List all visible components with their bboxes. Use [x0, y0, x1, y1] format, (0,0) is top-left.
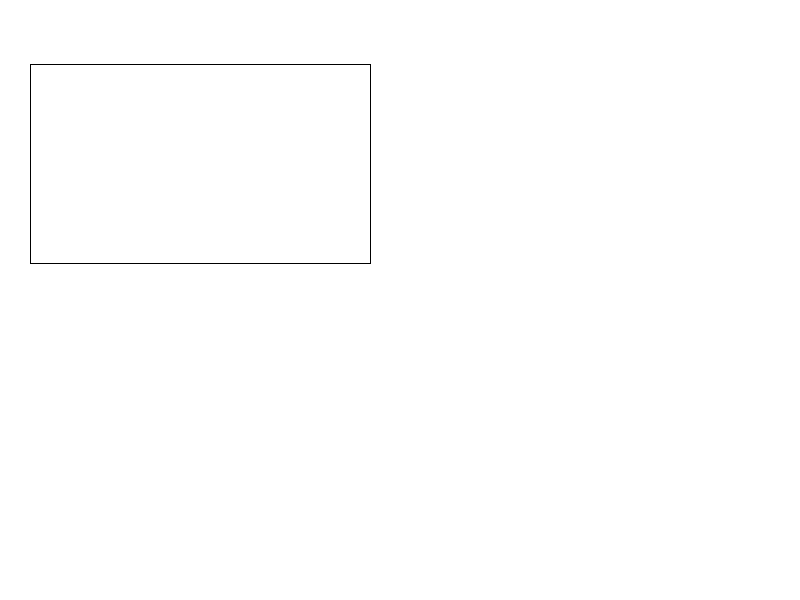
- legend-item-sigma-range: [39, 226, 362, 257]
- legend-item-median-fwhm: [39, 195, 362, 226]
- legend: [30, 64, 371, 264]
- legend-item-rough-fwhm: [39, 102, 362, 133]
- legend-item-all-sample: [39, 71, 362, 102]
- legend-item-resultant-fwhm: [39, 164, 362, 195]
- plus-marker-icon: [39, 78, 83, 96]
- circle-marker-icon: [39, 140, 83, 158]
- dashed-line-icon: [39, 171, 83, 189]
- dashdot-line-icon: [39, 233, 83, 251]
- legend-item-psf-sample: [39, 133, 362, 164]
- dashed-line-icon: [39, 202, 83, 220]
- x-marker-icon: [39, 109, 83, 127]
